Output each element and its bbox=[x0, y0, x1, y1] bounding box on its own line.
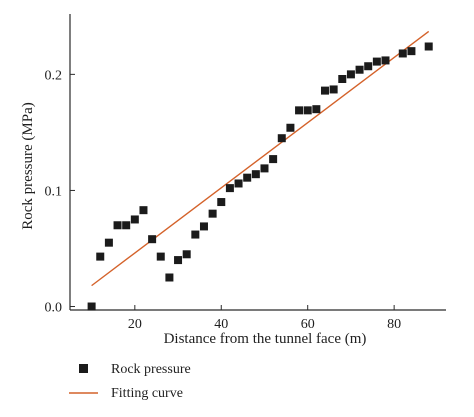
data-point bbox=[295, 106, 304, 115]
data-point bbox=[346, 70, 355, 79]
data-point bbox=[96, 252, 105, 261]
data-point bbox=[199, 222, 208, 231]
data-point bbox=[156, 252, 165, 261]
data-point bbox=[174, 256, 183, 265]
data-point bbox=[191, 230, 200, 239]
data-point bbox=[407, 47, 416, 56]
x-axis-title: Distance from the tunnel face (m) bbox=[164, 331, 367, 347]
data-point bbox=[372, 57, 381, 66]
data-point bbox=[139, 206, 148, 215]
data-point bbox=[243, 173, 252, 182]
y-tick-label: 0.1 bbox=[45, 184, 63, 199]
legend-marker-rock-pressure bbox=[79, 364, 88, 373]
data-point bbox=[122, 221, 131, 230]
data-point bbox=[320, 86, 329, 95]
data-point bbox=[338, 75, 347, 84]
data-point bbox=[130, 215, 139, 224]
data-point bbox=[182, 250, 191, 259]
data-point bbox=[381, 56, 390, 65]
data-point bbox=[87, 302, 96, 311]
data-point bbox=[303, 106, 312, 115]
axes bbox=[69, 14, 446, 311]
y-tick-label: 0.0 bbox=[45, 301, 63, 316]
fitting-curve-line bbox=[91, 30, 430, 287]
data-point bbox=[234, 179, 243, 188]
data-point bbox=[225, 184, 234, 193]
y-tick-label: 0.2 bbox=[45, 68, 63, 83]
data-point bbox=[424, 42, 433, 51]
data-point bbox=[165, 273, 174, 282]
data-point bbox=[277, 134, 286, 143]
data-point bbox=[329, 85, 338, 94]
fit-line-layer bbox=[91, 30, 430, 287]
axis-ticks: 20 40 60 80 0.0 0.1 0.2 bbox=[45, 68, 402, 332]
x-tick-label: 60 bbox=[301, 317, 315, 332]
legend: Rock pressure Fitting curve bbox=[69, 362, 191, 401]
data-point bbox=[148, 235, 157, 244]
x-tick-label: 40 bbox=[214, 317, 228, 332]
data-point bbox=[217, 198, 226, 207]
data-point bbox=[260, 164, 269, 173]
data-point bbox=[312, 105, 321, 114]
legend-label-rock-pressure: Rock pressure bbox=[111, 362, 191, 377]
x-tick-label: 20 bbox=[128, 317, 142, 332]
data-point bbox=[251, 170, 260, 179]
data-point bbox=[286, 123, 295, 132]
data-point bbox=[113, 221, 122, 230]
data-point bbox=[398, 49, 407, 58]
legend-label-fitting-curve: Fitting curve bbox=[111, 386, 183, 401]
data-point bbox=[104, 238, 113, 247]
data-point bbox=[364, 62, 373, 71]
data-point bbox=[269, 155, 278, 164]
data-points-layer bbox=[87, 42, 433, 311]
y-axis-title: Rock pressure (MPa) bbox=[20, 102, 36, 229]
data-point bbox=[355, 65, 364, 74]
x-tick-label: 80 bbox=[387, 317, 401, 332]
data-point bbox=[208, 209, 217, 218]
